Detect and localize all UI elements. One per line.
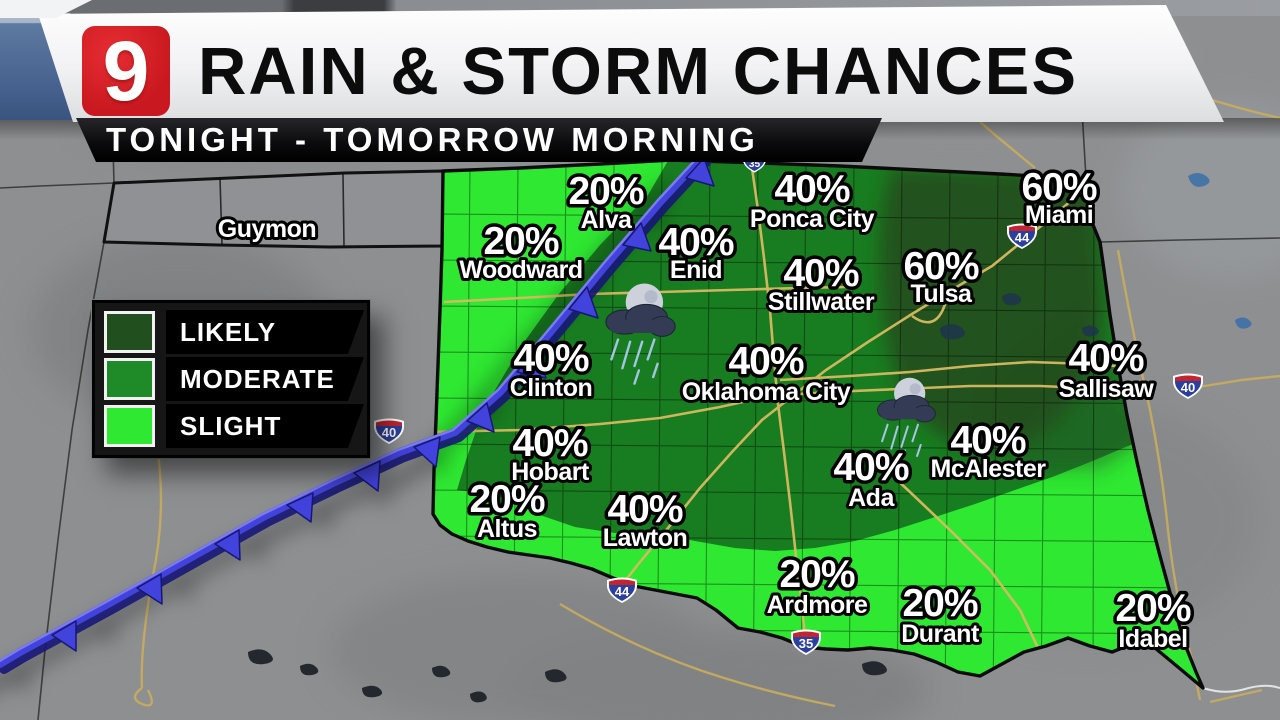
city-label: Ada [848, 484, 895, 512]
subtitle-text: TONIGHT - TOMORROW MORNING [106, 121, 759, 158]
rain-chance-label: 40% [774, 168, 849, 211]
city-label: Ponca City [750, 205, 875, 233]
legend-label-banner: LIKELY [166, 310, 364, 354]
rain-chance-label: 40% [1068, 337, 1143, 380]
interstate-shield: 35 [749, 159, 761, 170]
city-labels: Guymon 20% Alva 20% Woodward 40% Enid 40… [215, 163, 1196, 657]
red-river-east [1202, 684, 1280, 693]
legend-row-slight: SLIGHT [104, 404, 367, 448]
legend-label-banner: SLIGHT [166, 404, 364, 448]
city-label: Durant [901, 620, 980, 648]
city-label: Guymon [218, 215, 316, 243]
highway-shields: 35 44 40 40 44 35 [373, 152, 1204, 655]
city-label: Ardmore [767, 591, 868, 619]
interstate-shield: 40 [1181, 380, 1195, 395]
city-label: Hobart [511, 458, 590, 486]
texas-lakes [248, 649, 887, 703]
rain-chance-label: 40% [728, 340, 803, 383]
legend: LIKELY MODERATE SLIGHT [92, 300, 370, 458]
legend-label: MODERATE [180, 363, 335, 394]
city-label: Clinton [510, 374, 593, 402]
rain-chance-label: 40% [512, 422, 587, 465]
city-label: Woodward [459, 256, 582, 284]
legend-label: SLIGHT [180, 410, 282, 441]
roads-inside [433, 167, 1166, 688]
zone-likely [879, 168, 1160, 470]
rain-chance-label: 20% [568, 170, 643, 213]
title-banner [38, 5, 1224, 122]
rain-chance-label: 20% [902, 582, 977, 625]
city-label: Stillwater [768, 288, 875, 316]
rain-chance-label: 60% [903, 245, 978, 288]
city-label: Miami [1025, 201, 1093, 229]
legend-swatch-slight [104, 405, 155, 447]
interstate-shield: 40 [382, 425, 396, 440]
city-label: Lawton [603, 524, 688, 552]
legend-label: LIKELY [180, 316, 277, 347]
legend-swatch-likely [104, 311, 155, 353]
interstate-shield: 44 [1015, 230, 1030, 245]
county-lines [433, 160, 1203, 688]
city-label: McAlester [931, 455, 1047, 483]
legend-row-likely: LIKELY [104, 310, 367, 354]
rain-chance-label: 20% [1115, 587, 1190, 630]
city-label: Idabel [1118, 625, 1187, 653]
rain-chance-label: 40% [833, 446, 908, 489]
cold-front [0, 142, 721, 674]
city-label: Altus [477, 515, 537, 543]
interstate-shield: 35 [799, 636, 813, 651]
city-label: Alva [581, 206, 633, 234]
legend-swatch-moderate [104, 358, 155, 400]
legend-row-moderate: MODERATE [104, 357, 367, 401]
rain-chance-label: 40% [783, 252, 858, 295]
rain-chance-label: 40% [513, 337, 588, 380]
city-label: Oklahoma City [682, 378, 851, 406]
rain-chance-label: 20% [469, 478, 544, 521]
city-label: Tulsa [911, 280, 974, 308]
state-border [431, 158, 1205, 690]
rain-chance-label: 40% [950, 419, 1025, 462]
rain-chance-label: 60% [1021, 166, 1096, 209]
legend-label-banner: MODERATE [166, 357, 364, 401]
news9-logo: 9 [82, 24, 170, 118]
city-label: Enid [670, 256, 722, 284]
lakes-inside [940, 293, 1099, 340]
cold-front-triangles [51, 157, 715, 652]
rain-chance-label: 20% [483, 220, 558, 263]
rain-chance-label: 40% [658, 221, 733, 264]
city-label: Sallisaw [1059, 375, 1155, 403]
interstate-shield: 44 [615, 584, 630, 599]
page-title: RAIN & STORM CHANCES [198, 33, 1079, 109]
rain-chance-label: 40% [607, 488, 682, 531]
subtitle-bar [76, 118, 882, 162]
rain-chance-label: 20% [779, 553, 854, 596]
